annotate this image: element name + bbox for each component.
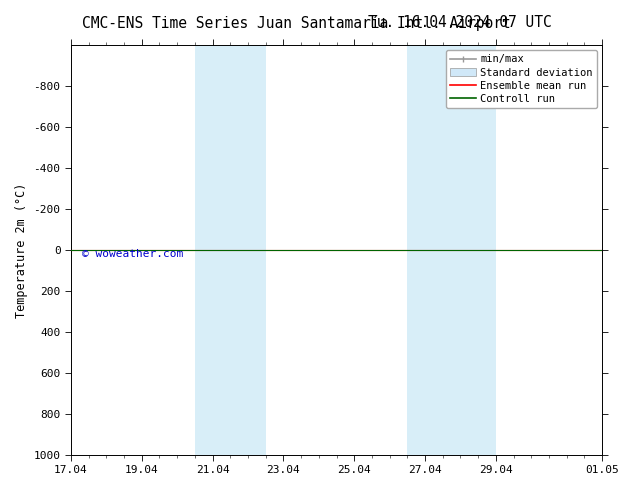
Text: © woweather.com: © woweather.com bbox=[82, 248, 183, 259]
Text: Tu. 16.04.2024 07 UTC: Tu. 16.04.2024 07 UTC bbox=[368, 15, 552, 30]
Y-axis label: Temperature 2m (°C): Temperature 2m (°C) bbox=[15, 182, 28, 318]
Text: CMC-ENS Time Series Juan Santamaría Intl. Airport: CMC-ENS Time Series Juan Santamaría Intl… bbox=[82, 15, 511, 31]
Bar bbox=[195, 45, 266, 455]
Bar bbox=[408, 45, 496, 455]
Legend: min/max, Standard deviation, Ensemble mean run, Controll run: min/max, Standard deviation, Ensemble me… bbox=[446, 50, 597, 108]
